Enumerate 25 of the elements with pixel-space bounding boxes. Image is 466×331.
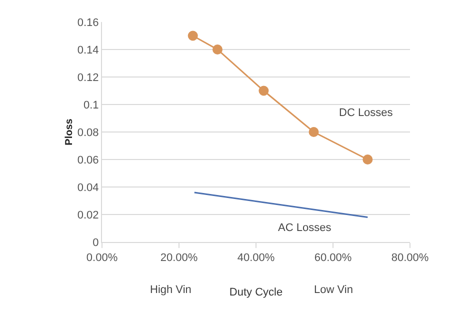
- text: Low Vin: [314, 284, 353, 296]
- x-tick-label: 60.00%: [314, 252, 352, 264]
- y-tick-label: 0.14: [77, 44, 99, 56]
- point: [212, 44, 222, 54]
- x-axis-title: Duty Cycle: [229, 286, 283, 298]
- y-tick-label: 0.1: [84, 99, 99, 112]
- point: [258, 86, 269, 96]
- y-tick-label: 0: [92, 236, 99, 249]
- x-tick-label: 20.00%: [160, 252, 198, 264]
- point: [188, 30, 198, 41]
- y-tick-label: 0.04: [77, 182, 99, 194]
- point: [362, 154, 373, 164]
- x-tick-label: 0.00%: [86, 252, 118, 264]
- text: High Vin: [150, 284, 192, 296]
- x-tick-label: 40.00%: [237, 252, 275, 264]
- y-tick-label: 0.12: [77, 72, 99, 84]
- y-tick-label: 0.02: [77, 209, 99, 222]
- x-tick-label: 80.00%: [391, 252, 429, 264]
- annotation: DC Losses: [339, 107, 394, 119]
- y-tick-label: 0.08: [77, 126, 99, 139]
- annotation: AC Losses: [278, 222, 332, 234]
- y-axis-title: Ploss: [64, 118, 75, 146]
- y-tick-label: 0.06: [77, 154, 99, 166]
- point: [308, 127, 319, 137]
- y-tick-label: 0.16: [77, 16, 99, 29]
